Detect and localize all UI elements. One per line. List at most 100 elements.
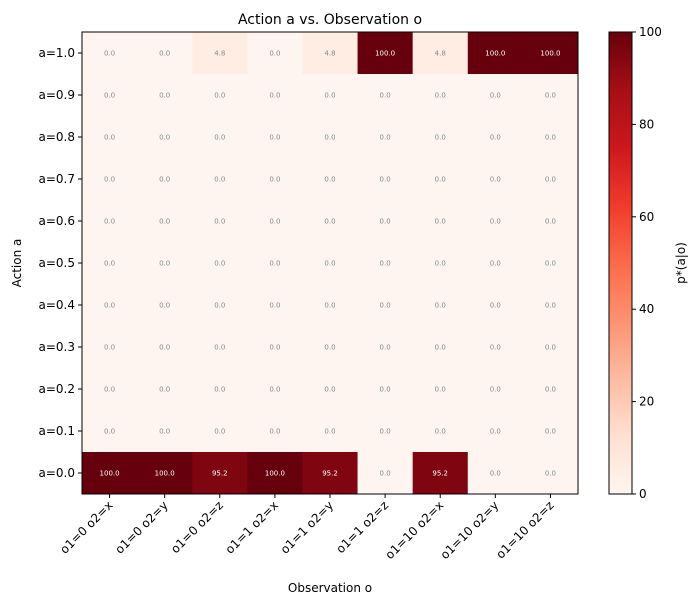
cell-label: 100.0 [265,470,285,478]
cell-label: 0.0 [380,428,391,436]
cell-label: 0.0 [214,302,225,310]
heatmap-cell [247,368,303,411]
cell-label: 0.0 [324,386,335,394]
cell-label: 0.0 [545,134,556,142]
heatmap-cell [137,452,193,495]
cell-label: 0.0 [104,92,115,100]
colorbar-title: p*(a|o) [674,242,688,284]
heatmap-cell [467,74,524,117]
heatmap-cell [247,116,303,159]
heatmap-cell [247,32,303,75]
cell-label: 0.0 [435,134,446,142]
cell-label: 0.0 [159,218,170,226]
heatmap-cell [357,242,414,285]
heatmap-cell [467,158,524,201]
colorbar [608,31,633,495]
cell-label: 0.0 [104,302,115,310]
cell-label: 0.0 [324,260,335,268]
colorbar-tick-label: 0 [639,487,647,501]
heatmap-cell [82,32,138,75]
cell-label: 0.0 [380,218,391,226]
colorbar-tick-label: 20 [639,395,654,409]
cell-label: 4.8 [324,50,335,58]
heatmap-cell [192,326,248,369]
cell-label: 0.0 [104,50,115,58]
cell-label: 0.0 [545,386,556,394]
cell-label: 0.0 [324,176,335,184]
cell-label: 100.0 [155,470,175,478]
cell-label: 0.0 [269,386,280,394]
colorbar-ticks: 0 20 40 60 80 100 [632,25,662,501]
colorbar-tick-label: 80 [639,117,654,131]
heatmap-cell [82,158,138,201]
colorbar-tick-label: 60 [639,210,654,224]
cell-label: 0.0 [324,302,335,310]
heatmap-cell [137,200,193,243]
cell-label: 0.0 [545,218,556,226]
cell-label: 0.0 [159,92,170,100]
heatmap-cell [247,242,303,285]
heatmap-cell [467,284,524,327]
heatmap-cell [302,368,359,411]
heatmap-cell [302,200,359,243]
cell-label: 0.0 [545,260,556,268]
heatmap-cell [137,284,193,327]
y-tick-label: a=0.7 [39,172,76,186]
heatmap-cell [192,200,248,243]
heatmap-cell [467,410,524,453]
cell-label: 0.0 [104,218,115,226]
cell-label: 0.0 [490,386,501,394]
y-tick-label: a=1.0 [39,46,76,60]
heatmap-cell [302,410,359,453]
heatmap-cell [467,326,524,369]
y-tick-label: a=0.3 [39,340,76,354]
heatmap-cell [82,242,138,285]
cell-label: 0.0 [269,92,280,100]
heatmap-cell [412,158,469,201]
x-tick-label: o1=10 o2=y [438,498,502,562]
cell-label: 0.0 [380,92,391,100]
heatmap-cell [522,242,579,285]
x-tick-label: o1=1 o2=y [278,498,336,556]
cell-label: 0.0 [159,50,170,58]
colorbar-tick-label: 40 [639,302,654,316]
heatmap-cell [522,452,579,495]
chart-title: Action a vs. Observation o [238,12,422,28]
heatmap-cell [412,242,469,285]
y-tick-label: a=0.5 [39,256,76,270]
heatmap-cell [522,158,579,201]
cell-label: 0.0 [269,344,280,352]
cell-label: 95.2 [322,470,338,478]
heatmap-cell [82,452,138,495]
heatmap-cell [82,116,138,159]
heatmap-cell [192,242,248,285]
heatmap-cell [522,410,579,453]
cell-label: 0.0 [214,260,225,268]
y-axis-title: Action a [10,239,24,288]
cell-label: 0.0 [104,386,115,394]
cell-label: 100.0 [375,50,395,58]
heatmap-cell [137,242,193,285]
cell-label: 0.0 [545,428,556,436]
cell-label: 0.0 [435,260,446,268]
cell-label: 0.0 [324,92,335,100]
heatmap-cell [357,410,414,453]
heatmap-cell [412,368,469,411]
y-tick-label: a=0.4 [39,298,76,312]
cell-label: 0.0 [380,134,391,142]
heatmap-cell [192,32,248,75]
cell-label: 0.0 [490,470,501,478]
heatmap-cell [192,410,248,453]
y-axis-ticks: a=1.0 a=0.9 a=0.8 a=0.7 a=0.6 a=0.5 a=0.4 a=0.3… [39,46,82,480]
cell-label: 0.0 [380,302,391,310]
cell-label: 0.0 [324,218,335,226]
x-tick-label: o1=0 o2=z [168,498,226,556]
heatmap-cell [357,200,414,243]
cell-label: 0.0 [104,260,115,268]
heatmap-cell [82,326,138,369]
heatmap-cell [302,326,359,369]
cell-label: 100.0 [485,50,505,58]
heatmap-cell [467,452,524,495]
cell-label: 0.0 [159,386,170,394]
heatmap-cell [412,74,469,117]
